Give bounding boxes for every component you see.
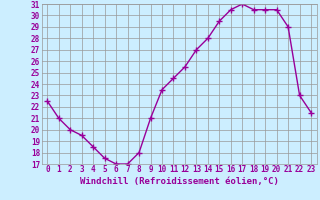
X-axis label: Windchill (Refroidissement éolien,°C): Windchill (Refroidissement éolien,°C) bbox=[80, 177, 279, 186]
